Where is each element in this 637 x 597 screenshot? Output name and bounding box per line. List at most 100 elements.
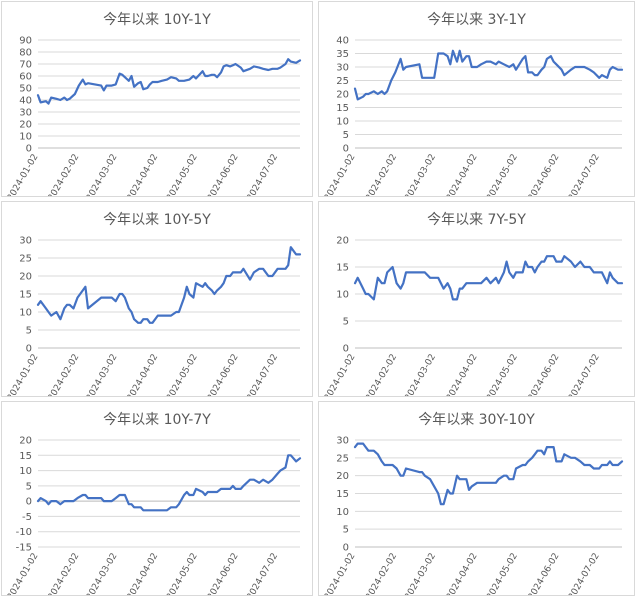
y-tick-label: 5 xyxy=(26,481,32,492)
y-tick-label: 10 xyxy=(19,466,32,477)
y-tick-label: 5 xyxy=(26,326,32,337)
y-tick-label: 10 xyxy=(19,132,32,143)
y-tick-label: 35 xyxy=(336,49,349,60)
y-tick-label: 10 xyxy=(336,117,349,128)
x-tick-label: 2024-01-02 xyxy=(6,153,41,197)
y-tick-label: 50 xyxy=(19,84,32,95)
chart-title: 今年以来 30Y-10Y xyxy=(418,412,535,428)
x-tick-label: 2024-07-02 xyxy=(567,153,602,197)
series-line xyxy=(353,442,624,506)
y-tick-label: 0 xyxy=(343,543,349,554)
chart-title: 今年以来 10Y-7Y xyxy=(103,412,211,428)
x-tick-label: 2024-05-02 xyxy=(485,153,520,197)
x-tick-label: 2024-02-02 xyxy=(47,153,82,197)
y-tick-label: 0 xyxy=(26,144,32,155)
y-tick-label: 15 xyxy=(19,451,32,462)
y-tick-label: 30 xyxy=(19,236,32,247)
x-tick-label: 2024-04-02 xyxy=(445,552,480,596)
y-tick-label: 5 xyxy=(343,130,349,141)
x-tick-label: 2024-05-02 xyxy=(165,353,200,397)
y-tick-label: 70 xyxy=(19,60,32,71)
chart-svg: 今年以来 10Y-5Y 0 5 10 15 20 25 30 2024-01-02 2024-02… xyxy=(6,212,302,397)
y-tick-label: 10 xyxy=(336,290,349,301)
x-tick-label: 2024-02-02 xyxy=(364,153,399,197)
y-tick-label: 5 xyxy=(343,317,349,328)
x-tick-label: 2024-04-02 xyxy=(445,153,480,197)
y-tick-label: 40 xyxy=(19,96,32,107)
chart-panel-10y-7y: 今年以来 10Y-7Y -15 -10 -5 0 5 10 15 20 2024-01-02 202… xyxy=(1,401,313,596)
x-tick-label: 2024-06-02 xyxy=(206,552,241,596)
chart-title: 今年以来 7Y-5Y xyxy=(427,212,526,228)
y-tick-label: 5 xyxy=(343,525,349,536)
chart-panel-10y-1y: 今年以来 10Y-1Y 0 10 20 30 40 50 60 70 80 90 2024-01-02… xyxy=(1,1,313,197)
y-tick-label: 15 xyxy=(19,290,32,301)
x-tick-label: 2024-02-02 xyxy=(47,353,82,397)
chart-panel-7y-5y: 今年以来 7Y-5Y 0 5 10 15 20 2024-01-02 2024-02-02 20… xyxy=(318,201,635,397)
y-tick-label: -15 xyxy=(16,543,32,554)
series-line xyxy=(36,246,302,324)
x-tick-label: 2024-03-02 xyxy=(403,552,438,596)
y-tick-label: 15 xyxy=(336,103,349,114)
x-tick-label: 2024-07-02 xyxy=(245,353,280,397)
x-tick-label: 2024-03-02 xyxy=(85,552,120,596)
x-tick-label: 2024-06-02 xyxy=(206,153,241,197)
y-tick-label: 80 xyxy=(19,48,32,59)
y-tick-label: 15 xyxy=(336,263,349,274)
y-tick-label: 10 xyxy=(336,507,349,518)
y-tick-label: 20 xyxy=(336,236,349,247)
y-tick-label: 0 xyxy=(343,344,349,355)
x-tick-label: 2024-06-02 xyxy=(527,552,562,596)
chart-title: 今年以来 3Y-1Y xyxy=(427,12,526,28)
x-tick-label: 2024-05-02 xyxy=(485,353,520,397)
y-tick-label: 30 xyxy=(336,63,349,74)
y-tick-label: 30 xyxy=(336,436,349,447)
x-tick-label: 2024-07-02 xyxy=(567,353,602,397)
y-tick-label: 20 xyxy=(336,471,349,482)
y-tick-label: 20 xyxy=(336,90,349,101)
y-tick-label: 60 xyxy=(19,72,32,83)
x-tick-label: 2024-04-02 xyxy=(445,353,480,397)
x-tick-label: 2024-05-02 xyxy=(485,552,520,596)
y-tick-label: -5 xyxy=(22,512,32,523)
x-tick-label: 2024-02-02 xyxy=(47,552,82,596)
x-tick-label: 2024-05-02 xyxy=(165,552,200,596)
y-tick-label: 25 xyxy=(336,76,349,87)
y-tick-label: 25 xyxy=(19,254,32,265)
x-tick-label: 2024-01-02 xyxy=(6,353,41,397)
x-tick-label: 2024-03-02 xyxy=(403,353,438,397)
y-tick-label: 15 xyxy=(336,489,349,500)
y-tick-label: 90 xyxy=(19,36,32,47)
y-tick-label: 0 xyxy=(26,497,32,508)
y-tick-label: 20 xyxy=(19,120,32,131)
series-line xyxy=(353,255,624,301)
x-tick-label: 2024-01-02 xyxy=(323,153,358,197)
y-tick-label: 0 xyxy=(26,344,32,355)
chart-title: 今年以来 10Y-1Y xyxy=(103,12,211,28)
y-tick-label: 0 xyxy=(343,144,349,155)
x-tick-label: 2024-07-02 xyxy=(567,552,602,596)
x-tick-label: 2024-06-02 xyxy=(206,353,241,397)
chart-title: 今年以来 10Y-5Y xyxy=(103,212,211,228)
x-tick-label: 2024-01-02 xyxy=(323,552,358,596)
y-tick-label: 30 xyxy=(19,108,32,119)
y-tick-label: 20 xyxy=(19,436,32,447)
x-tick-label: 2024-02-02 xyxy=(364,353,399,397)
x-tick-label: 2024-01-02 xyxy=(323,353,358,397)
x-tick-label: 2024-07-02 xyxy=(245,552,280,596)
y-tick-label: 40 xyxy=(336,36,349,47)
series-line xyxy=(353,49,624,101)
x-tick-label: 2024-04-02 xyxy=(126,552,161,596)
x-tick-label: 2024-03-02 xyxy=(85,153,120,197)
x-tick-label: 2024-02-02 xyxy=(364,552,399,596)
chart-panel-10y-5y: 今年以来 10Y-5Y 0 5 10 15 20 25 30 2024-01-02 2024-02… xyxy=(1,201,313,397)
y-tick-label: 25 xyxy=(336,453,349,464)
y-tick-label: 20 xyxy=(19,272,32,283)
y-tick-label: -10 xyxy=(16,527,32,538)
x-tick-label: 2024-01-02 xyxy=(6,552,41,596)
y-tick-label: 10 xyxy=(19,308,32,319)
